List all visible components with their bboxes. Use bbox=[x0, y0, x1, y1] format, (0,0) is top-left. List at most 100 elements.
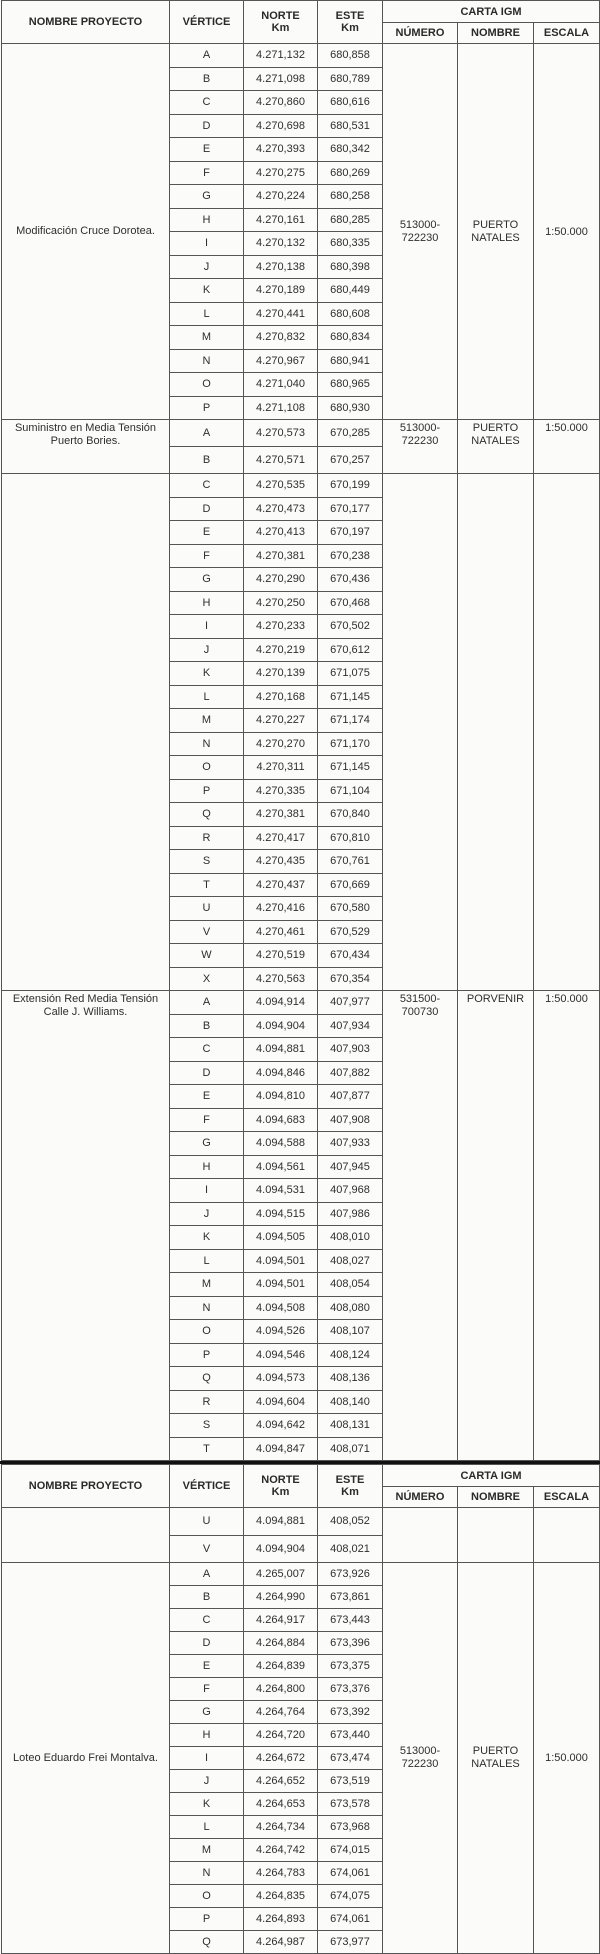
table-row: G 4.094,588 407,933 bbox=[2, 1131, 600, 1156]
norte-cell: 4.270,290 bbox=[243, 567, 318, 592]
vertex-cell: N bbox=[169, 348, 244, 373]
table-row: N 4.094,508 408,080 bbox=[2, 1295, 600, 1320]
norte-cell: 4.264,987 bbox=[243, 1930, 318, 1954]
table-row: J 4.270,219 670,612 bbox=[2, 637, 600, 662]
este-cell: 407,934 bbox=[317, 1013, 383, 1038]
este-cell: 680,269 bbox=[317, 160, 383, 185]
norte-cell: 4.270,189 bbox=[243, 278, 318, 303]
table-row: F 4.264,800 673,376 bbox=[2, 1677, 600, 1701]
vertex-cell: O bbox=[169, 755, 244, 780]
table-row: K 4.270,189 680,449 bbox=[2, 278, 600, 303]
norte-cell: 4.094,505 bbox=[243, 1225, 318, 1250]
este-cell: 408,124 bbox=[317, 1342, 383, 1367]
vertex-cell: F bbox=[169, 1677, 244, 1701]
este-cell: 674,075 bbox=[317, 1884, 383, 1908]
table-row: M 4.270,227 671,174 bbox=[2, 708, 600, 733]
norte-cell: 4.094,515 bbox=[243, 1201, 318, 1226]
table-row: L 4.270,168 671,145 bbox=[2, 684, 600, 709]
este-cell: 408,071 bbox=[317, 1436, 383, 1461]
vertex-cell: F bbox=[169, 1107, 244, 1132]
vertex-cell: N bbox=[169, 1295, 244, 1320]
este-cell: 407,933 bbox=[317, 1131, 383, 1156]
table-row: L 4.094,501 408,027 bbox=[2, 1248, 600, 1273]
norte-cell: 4.094,508 bbox=[243, 1295, 318, 1320]
header-escala: ESCALA bbox=[533, 22, 600, 44]
vertex-cell: C bbox=[169, 90, 244, 115]
este-cell: 407,977 bbox=[317, 990, 383, 1015]
table-row: Q 4.270,381 670,840 bbox=[2, 802, 600, 827]
header-nombre-proyecto: NOMBRE PROYECTO bbox=[1, 0, 170, 44]
table-row: O 4.270,311 671,145 bbox=[2, 755, 600, 780]
este-cell: 680,965 bbox=[317, 372, 383, 397]
este-cell: 408,080 bbox=[317, 1295, 383, 1320]
este-cell: 680,789 bbox=[317, 66, 383, 91]
norte-cell: 4.270,860 bbox=[243, 90, 318, 115]
table-row: T 4.270,437 670,669 bbox=[2, 872, 600, 897]
este-cell: 408,140 bbox=[317, 1389, 383, 1414]
norte-cell: 4.270,139 bbox=[243, 661, 318, 686]
project-name bbox=[1, 473, 170, 991]
norte-cell: 4.270,413 bbox=[243, 520, 318, 545]
norte-cell: 4.094,904 bbox=[243, 1534, 318, 1563]
este-cell: 407,908 bbox=[317, 1107, 383, 1132]
norte-cell: 4.264,839 bbox=[243, 1654, 318, 1678]
norte-cell: 4.094,501 bbox=[243, 1248, 318, 1273]
norte-cell: 4.264,764 bbox=[243, 1700, 318, 1724]
norte-cell: 4.094,881 bbox=[243, 1507, 318, 1536]
vertex-cell: E bbox=[169, 137, 244, 162]
norte-cell: 4.270,698 bbox=[243, 113, 318, 138]
vertex-cell: L bbox=[169, 1815, 244, 1839]
norte-cell: 4.094,847 bbox=[243, 1436, 318, 1461]
este-cell: 680,608 bbox=[317, 301, 383, 326]
vertex-cell: M bbox=[169, 325, 244, 350]
norte-cell: 4.094,546 bbox=[243, 1342, 318, 1367]
este-cell: 673,861 bbox=[317, 1585, 383, 1609]
table-row: Q 4.094,573 408,136 bbox=[2, 1366, 600, 1391]
carta-escala bbox=[533, 473, 600, 991]
este-cell: 680,398 bbox=[317, 254, 383, 279]
project-name: Suministro en Media Tensión Puerto Borie… bbox=[1, 419, 170, 474]
vertex-cell: E bbox=[169, 520, 244, 545]
header-nombre: NOMBRE bbox=[457, 22, 534, 44]
table-row: J 4.094,515 407,986 bbox=[2, 1201, 600, 1226]
carta-nombre: PUERTO NATALES bbox=[457, 1562, 534, 1954]
norte-cell: 4.094,810 bbox=[243, 1084, 318, 1109]
norte-cell: 4.270,441 bbox=[243, 301, 318, 326]
este-cell: 673,474 bbox=[317, 1746, 383, 1770]
norte-cell: 4.094,846 bbox=[243, 1060, 318, 1085]
table-row: B 4.094,904 407,934 bbox=[2, 1013, 600, 1038]
carta-numero: 513000- 722230 bbox=[382, 1562, 458, 1954]
table-row: M 4.270,832 680,834 bbox=[2, 325, 600, 350]
table-row: N 4.270,967 680,941 bbox=[2, 348, 600, 373]
table-row: C 4.264,917 673,443 bbox=[2, 1608, 600, 1632]
este-cell: 670,761 bbox=[317, 849, 383, 874]
este-cell: 670,529 bbox=[317, 919, 383, 944]
carta-nombre: PUERTO NATALES bbox=[457, 43, 534, 420]
header-norte: NORTE Km bbox=[243, 0, 318, 44]
vertex-cell: J bbox=[169, 1201, 244, 1226]
vertex-cell: I bbox=[169, 614, 244, 639]
norte-cell: 4.270,417 bbox=[243, 825, 318, 850]
table-row: B 4.271,098 680,789 bbox=[2, 66, 600, 91]
este-cell: 680,531 bbox=[317, 113, 383, 138]
vertex-cell: O bbox=[169, 1884, 244, 1908]
vertex-cell: G bbox=[169, 567, 244, 592]
norte-cell: 4.270,250 bbox=[243, 590, 318, 615]
vertex-cell: L bbox=[169, 684, 244, 709]
vertex-cell: U bbox=[169, 896, 244, 921]
este-cell: 670,199 bbox=[317, 473, 383, 498]
carta-nombre: PUERTO NATALES bbox=[457, 419, 534, 474]
norte-cell: 4.094,588 bbox=[243, 1131, 318, 1156]
norte-cell: 4.270,573 bbox=[243, 419, 318, 447]
este-cell: 670,177 bbox=[317, 496, 383, 521]
vertex-cell: J bbox=[169, 637, 244, 662]
table-row: H 4.270,250 670,468 bbox=[2, 590, 600, 615]
vertex-cell: P bbox=[169, 1342, 244, 1367]
header-este: ESTE Km bbox=[317, 1464, 383, 1508]
vertex-cell: B bbox=[169, 1585, 244, 1609]
vertex-cell: A bbox=[169, 419, 244, 447]
vertex-cell: E bbox=[169, 1654, 244, 1678]
este-cell: 674,061 bbox=[317, 1907, 383, 1931]
project-name: Extensión Red Media Tensión Calle J. Wil… bbox=[1, 990, 170, 1461]
norte-cell: 4.094,531 bbox=[243, 1178, 318, 1203]
